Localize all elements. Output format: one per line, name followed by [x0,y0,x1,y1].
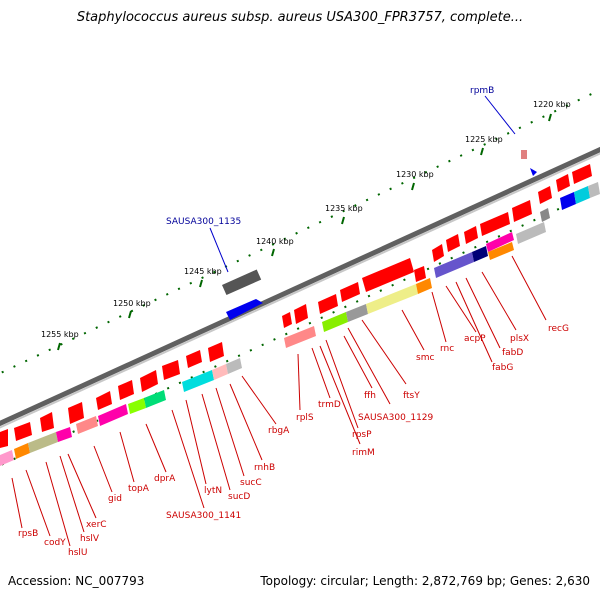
gene-label-sausa300-1141: SAUSA300_1141 [166,511,241,521]
gene-label-succ: sucC [240,478,262,488]
gene-label-rimm: rimM [352,448,375,458]
gene-label-rbga: rbgA [268,426,290,436]
gene-label-rpmb: rpmB [470,86,494,96]
gene-label-ffh: ffh [364,391,376,401]
gene-label-topa: topA [128,484,150,494]
gene-label-rpsp: rpsP [352,430,372,440]
gene-label-fabd: fabD [502,348,523,358]
gene-label-smc: smc [416,353,434,363]
top-genes[interactable] [222,150,537,320]
gene-labels[interactable]: rpmB SAUSA300_1135 recG plsX fabD fabG a… [18,86,569,558]
gene-label-hslv: hslV [80,534,100,544]
gene-label-lytn: lytN [204,486,222,496]
gene-label-cody: codY [44,538,66,548]
gene-label-rpls: rplS [296,413,314,423]
gene-label-xerc: xerC [86,520,107,530]
kbp-label-1245: 1245 kbp [184,267,222,276]
gene-label-dpra: dprA [154,474,176,484]
inner-tick-ring [0,189,600,467]
gene-label-recg: recG [548,324,569,334]
kbp-label-1225: 1225 kbp [465,135,503,144]
chromosome-backbone [0,146,600,429]
rpmb-rect [521,150,527,159]
gene-label-trmd: trmD [318,400,341,410]
gene-label-gid: gid [108,494,122,504]
gene-label-sucd: sucD [228,492,250,502]
gene-label-ftsy: ftsY [403,391,420,401]
gene-label-plsx: plsX [510,334,529,344]
gene-label-fabg: fabG [492,363,513,373]
accession-text: Accession: NC_007793 [8,574,145,588]
kbp-label-1235: 1235 kbp [325,204,363,213]
kbp-label-1250: 1250 kbp [113,299,151,308]
gene-label-sausa300-1129: SAUSA300_1129 [358,413,434,423]
major-ticks [57,113,552,351]
sausa300-1135-rect [222,269,262,296]
tick-ring [0,89,600,467]
kbp-label-1230: 1230 kbp [396,170,434,179]
gene-label-acpp: acpP [464,334,486,344]
gene-label-rnc: rnc [440,344,454,354]
kbp-labels: 1220 kbp 1225 kbp 1230 kbp 1235 kbp 1240… [41,100,571,339]
rpmb-arrow [530,168,537,176]
forward-genes[interactable] [0,164,592,448]
sausa300-1135-arrow [226,299,263,320]
kbp-label-1240: 1240 kbp [256,237,294,246]
cog-bars [0,182,600,466]
gene-label-hslu: hslU [68,548,87,558]
topology-summary: Topology: circular; Length: 2,872,769 bp… [260,574,590,588]
label-leaders [11,95,547,547]
gene-label-rpsb: rpsB [18,529,38,539]
kbp-label-1255: 1255 kbp [41,330,79,339]
gene-label-sausa300-1135: SAUSA300_1135 [166,217,241,227]
kbp-label-1220: 1220 kbp [533,100,571,109]
map-title: Staphylococcus aureus subsp. aureus USA3… [76,10,524,25]
gene-label-rnhb: rnhB [254,463,275,473]
